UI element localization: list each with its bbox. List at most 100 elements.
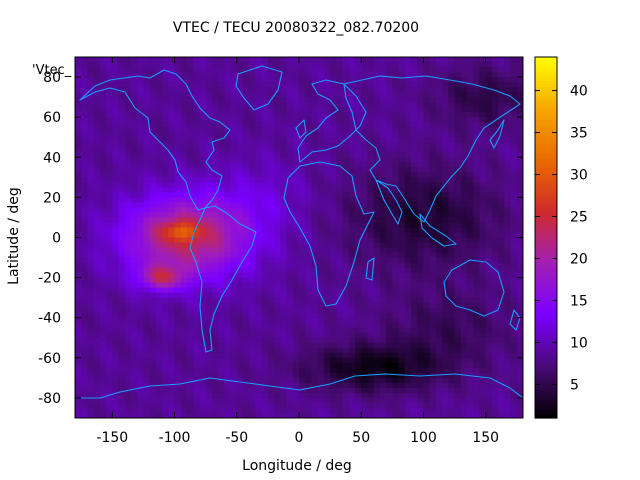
heatmap-cell bbox=[261, 377, 269, 384]
heatmap-cell bbox=[355, 337, 362, 344]
heatmap-cell bbox=[429, 292, 437, 299]
heatmap-cell bbox=[93, 282, 101, 289]
heatmap-cell bbox=[81, 107, 89, 113]
heatmap-cell bbox=[205, 182, 213, 188]
heatmap-cell bbox=[205, 192, 213, 198]
heatmap-cell bbox=[361, 352, 369, 359]
heatmap-cell bbox=[367, 297, 375, 304]
heatmap-cell bbox=[448, 142, 456, 148]
heatmap-cell bbox=[379, 92, 387, 98]
heatmap-cell bbox=[162, 332, 169, 339]
heatmap-cell bbox=[75, 312, 82, 319]
heatmap-cell bbox=[187, 92, 194, 98]
heatmap-cell bbox=[516, 327, 523, 334]
heatmap-cell bbox=[243, 387, 250, 394]
heatmap-cell bbox=[280, 397, 288, 404]
heatmap-cell bbox=[373, 277, 381, 284]
heatmap-cell bbox=[174, 82, 182, 88]
heatmap-cell bbox=[435, 82, 443, 88]
heatmap-cell bbox=[491, 197, 499, 203]
heatmap-cell bbox=[267, 172, 275, 178]
heatmap-cell bbox=[162, 77, 169, 83]
heatmap-cell bbox=[131, 167, 138, 173]
heatmap-cell bbox=[379, 387, 387, 394]
heatmap-cell bbox=[162, 292, 169, 299]
heatmap-cell bbox=[355, 257, 362, 264]
heatmap-cell bbox=[348, 347, 356, 354]
heatmap-cell bbox=[243, 237, 250, 244]
heatmap-cell bbox=[162, 202, 169, 209]
heatmap-cell bbox=[87, 317, 95, 324]
heatmap-cell bbox=[131, 222, 138, 229]
chart-title: VTEC / TECU 20080322_082.70200 bbox=[173, 20, 419, 36]
heatmap-cell bbox=[323, 327, 331, 334]
heatmap-cell bbox=[504, 167, 512, 173]
heatmap-cell bbox=[106, 177, 113, 183]
heatmap-cell bbox=[211, 337, 219, 344]
heatmap-cell bbox=[379, 232, 387, 239]
heatmap-cell bbox=[255, 362, 263, 369]
heatmap-cell bbox=[504, 197, 512, 203]
heatmap-cell bbox=[348, 147, 356, 153]
heatmap-cell bbox=[386, 82, 393, 88]
heatmap-cell bbox=[124, 182, 132, 188]
heatmap-cell bbox=[292, 377, 300, 384]
heatmap-cell bbox=[211, 107, 219, 113]
heatmap-cell bbox=[348, 222, 356, 229]
heatmap-cell bbox=[491, 347, 499, 354]
heatmap-cell bbox=[367, 237, 375, 244]
heatmap-cell bbox=[367, 337, 375, 344]
heatmap-cell bbox=[168, 252, 176, 259]
heatmap-cell bbox=[143, 237, 151, 244]
heatmap-cell bbox=[498, 267, 505, 274]
heatmap-cell bbox=[249, 77, 257, 83]
heatmap-cell bbox=[193, 272, 201, 279]
heatmap-cell bbox=[143, 322, 151, 329]
heatmap-cell bbox=[218, 87, 225, 93]
heatmap-cell bbox=[485, 262, 493, 269]
heatmap-cell bbox=[155, 252, 163, 259]
heatmap-cell bbox=[162, 362, 169, 369]
heatmap-cell bbox=[473, 322, 481, 329]
heatmap-cell bbox=[460, 187, 468, 193]
heatmap-cell bbox=[224, 397, 232, 404]
heatmap-cell bbox=[361, 127, 369, 133]
heatmap-cell bbox=[236, 302, 244, 309]
heatmap-cell bbox=[180, 142, 188, 148]
heatmap-cell bbox=[435, 322, 443, 329]
heatmap-cell bbox=[193, 57, 201, 63]
heatmap-cell bbox=[361, 272, 369, 279]
heatmap-cell bbox=[498, 357, 505, 364]
heatmap-cell bbox=[299, 377, 306, 384]
heatmap-cell bbox=[230, 307, 238, 314]
heatmap-cell bbox=[348, 67, 356, 73]
heatmap-cell bbox=[87, 262, 95, 269]
heatmap-cell bbox=[398, 272, 406, 279]
heatmap-cell bbox=[261, 192, 269, 198]
heatmap-cell bbox=[292, 257, 300, 264]
heatmap-cell bbox=[112, 152, 120, 158]
heatmap-cell bbox=[224, 182, 232, 188]
heatmap-cell bbox=[199, 372, 207, 379]
heatmap-cell bbox=[379, 132, 387, 138]
heatmap-cell bbox=[93, 247, 101, 254]
heatmap-cell bbox=[187, 272, 194, 279]
heatmap-cell bbox=[205, 187, 213, 193]
heatmap-cell bbox=[386, 77, 393, 83]
heatmap-cell bbox=[498, 67, 505, 73]
heatmap-cell bbox=[491, 257, 499, 264]
heatmap-cell bbox=[379, 147, 387, 153]
heatmap-cell bbox=[510, 257, 518, 264]
heatmap-cell bbox=[460, 162, 468, 168]
heatmap-cell bbox=[323, 292, 331, 299]
heatmap-cell bbox=[342, 132, 350, 138]
heatmap-cell bbox=[305, 222, 313, 229]
heatmap-cell bbox=[373, 162, 381, 168]
heatmap-cell bbox=[75, 207, 82, 214]
heatmap-cell bbox=[435, 87, 443, 93]
heatmap-cell bbox=[286, 217, 294, 224]
heatmap-cell bbox=[373, 172, 381, 178]
heatmap-cell bbox=[398, 67, 406, 73]
heatmap-cell bbox=[423, 312, 431, 319]
heatmap-cell bbox=[491, 192, 499, 198]
